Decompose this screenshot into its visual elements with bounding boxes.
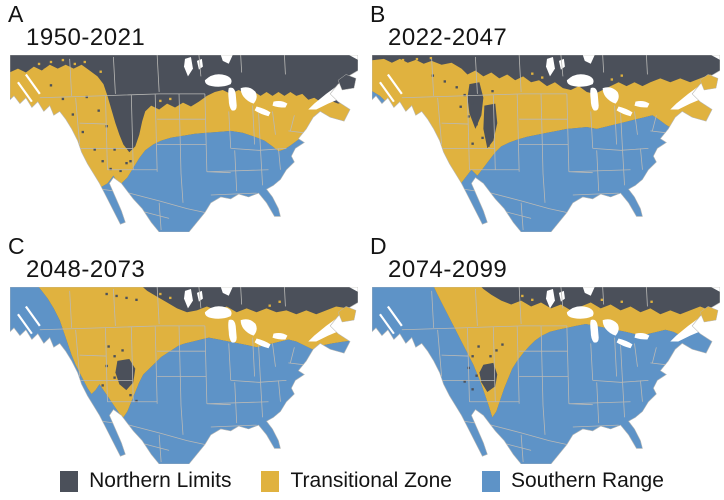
state-borders <box>401 55 667 231</box>
panel-d-header: D 2074-2099 <box>362 232 724 287</box>
panel-b-period: 2022-2047 <box>388 24 508 51</box>
lake <box>711 287 720 292</box>
panel-b-header: B 2022-2047 <box>362 0 724 55</box>
lake <box>546 288 555 309</box>
lake <box>184 56 193 77</box>
transitional-zone <box>372 58 720 188</box>
lake <box>228 87 237 111</box>
lake <box>254 106 271 117</box>
panel-a-letter: A <box>8 1 24 27</box>
lake <box>272 333 288 340</box>
southern-range-swatch <box>481 470 500 492</box>
lake <box>616 338 633 349</box>
legend-item-transitional-zone: Transitional Zone <box>261 469 452 493</box>
newfoundland-island <box>699 306 719 323</box>
newfoundland-island <box>337 74 357 91</box>
lake <box>634 101 650 108</box>
panel-b: B 2022-2047 <box>362 0 724 232</box>
transitional-zone <box>10 287 358 418</box>
transitional-zone-label: Transitional Zone <box>290 469 452 492</box>
panel-c: C 2048-2073 <box>0 232 362 465</box>
map-1950-2021 <box>10 55 358 232</box>
lake <box>590 87 599 111</box>
lake <box>228 319 237 343</box>
transitional-zone-swatch <box>261 470 280 492</box>
newfoundland-island <box>337 306 357 323</box>
state-borders <box>39 287 305 463</box>
legend-item-northern-limits: Northern Limits <box>60 469 231 493</box>
lake <box>634 333 650 340</box>
lake <box>272 101 288 108</box>
legend: Northern Limits Transitional Zone Southe… <box>0 465 724 500</box>
panel-d-period: 2074-2099 <box>388 256 508 283</box>
lake <box>204 74 232 87</box>
north-america-map <box>372 287 720 464</box>
northern-limits-label: Northern Limits <box>89 469 232 492</box>
lake <box>616 106 633 117</box>
panel-c-letter: C <box>8 233 25 259</box>
lake <box>546 56 555 77</box>
panel-c-period: 2048-2073 <box>26 256 146 283</box>
transitional-zone <box>372 287 720 418</box>
lake <box>204 306 232 319</box>
lake <box>566 74 594 87</box>
north-america-map <box>10 55 358 232</box>
panel-b-letter: B <box>370 1 386 27</box>
panel-a: A 1950-2021 <box>0 0 362 232</box>
lake <box>590 319 599 343</box>
north-america-map <box>372 55 720 232</box>
state-borders <box>39 55 305 231</box>
north-america-map <box>10 287 358 464</box>
lake <box>240 319 257 336</box>
lake <box>240 87 257 104</box>
map-2048-2073 <box>10 287 358 464</box>
lake <box>582 55 595 64</box>
map-2022-2047 <box>372 55 720 232</box>
legend-item-southern-range: Southern Range <box>481 469 664 493</box>
panel-c-header: C 2048-2073 <box>0 232 362 287</box>
lake <box>566 306 594 319</box>
panel-d: D 2074-2099 <box>362 232 724 465</box>
lake <box>254 338 271 349</box>
lake <box>602 319 619 336</box>
southern-range-label: Southern Range <box>510 469 664 492</box>
lake <box>349 287 358 292</box>
panel-a-header: A 1950-2021 <box>0 0 362 55</box>
state-borders <box>401 287 667 463</box>
panel-d-letter: D <box>370 233 387 259</box>
map-2074-2099 <box>372 287 720 464</box>
panel-a-period: 1950-2021 <box>26 24 146 51</box>
newfoundland-island <box>699 74 719 91</box>
lake <box>184 288 193 309</box>
northern-limits-swatch <box>60 470 79 492</box>
lake <box>602 87 619 104</box>
lake <box>582 287 595 296</box>
